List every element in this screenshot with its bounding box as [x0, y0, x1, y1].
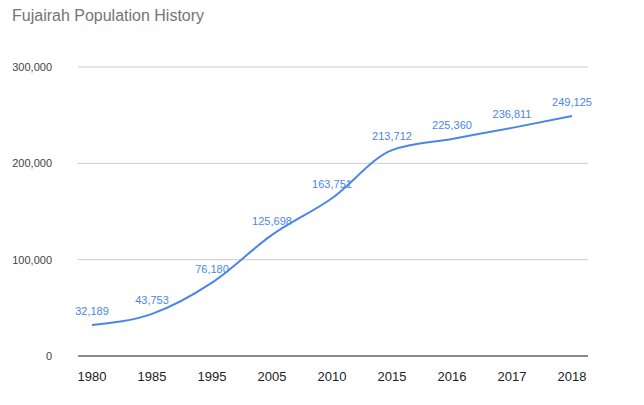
svg-text:249,125: 249,125 [552, 96, 592, 108]
svg-text:236,811: 236,811 [493, 108, 532, 120]
svg-text:1985: 1985 [138, 369, 167, 384]
svg-text:2010: 2010 [318, 369, 347, 384]
svg-text:100,000: 100,000 [12, 254, 52, 266]
svg-text:43,753: 43,753 [135, 294, 169, 306]
svg-text:300,000: 300,000 [12, 61, 52, 73]
svg-text:2018: 2018 [558, 369, 587, 384]
svg-text:2016: 2016 [438, 369, 467, 384]
html-text:Fujairah Population History: Fujairah Population History [12, 7, 205, 24]
svg-text:213,712: 213,712 [372, 130, 412, 142]
svg-text:2017: 2017 [498, 369, 527, 384]
svg-text:1995: 1995 [198, 369, 227, 384]
svg-text:1980: 1980 [78, 369, 107, 384]
svg-text:125,698: 125,698 [252, 215, 292, 227]
svg-text:2015: 2015 [378, 369, 407, 384]
svg-text:0: 0 [46, 350, 52, 362]
svg-text:2005: 2005 [258, 369, 287, 384]
svg-text:76,180: 76,180 [195, 263, 229, 275]
svg-text:32,189: 32,189 [75, 305, 109, 317]
svg-text:163,751: 163,751 [312, 178, 352, 190]
svg-text:225,360: 225,360 [432, 119, 472, 131]
svg-text:200,000: 200,000 [12, 157, 52, 169]
